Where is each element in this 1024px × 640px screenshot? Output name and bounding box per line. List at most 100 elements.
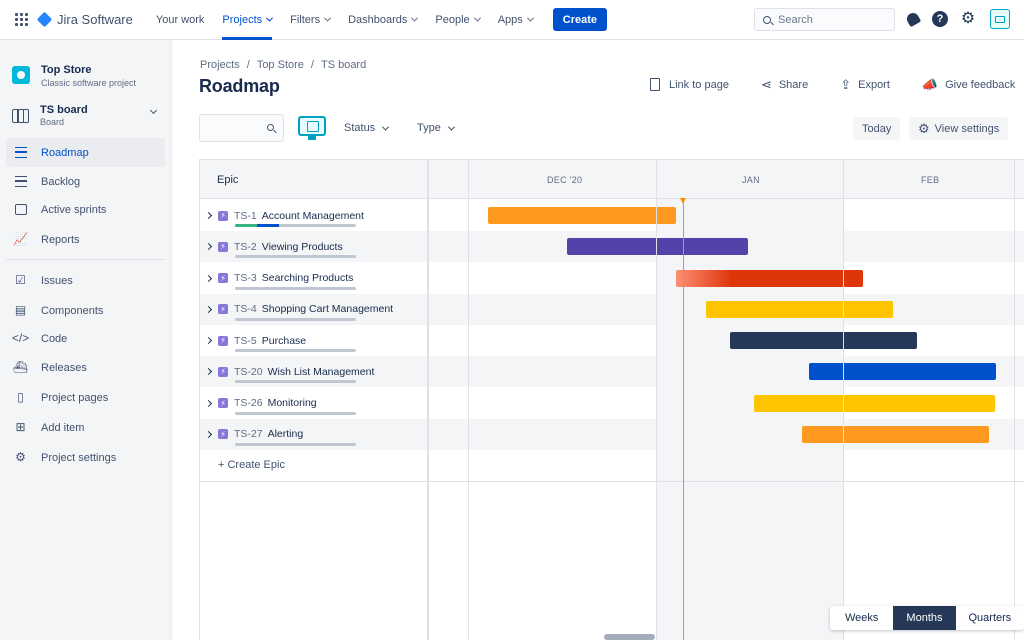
sidebar-item-components[interactable]: ▤ Components bbox=[6, 296, 165, 325]
type-filter-dropdown[interactable]: Type bbox=[417, 122, 455, 134]
sidebar-item-reports[interactable]: 📈 Reports bbox=[6, 225, 165, 254]
board-switcher[interactable]: TS board Board bbox=[12, 104, 162, 127]
chevron-right-icon[interactable] bbox=[204, 274, 213, 282]
chevron-right-icon[interactable] bbox=[204, 305, 213, 313]
give-feedback-button[interactable]: 📣 Give feedback bbox=[922, 78, 1016, 91]
chevron-down-icon bbox=[411, 14, 419, 22]
sidebar-item-roadmap[interactable]: Roadmap bbox=[6, 138, 165, 167]
epic-name[interactable]: Account Management bbox=[261, 209, 364, 222]
horizontal-scrollbar[interactable] bbox=[604, 634, 655, 640]
epic-timeline-bar[interactable] bbox=[488, 207, 676, 224]
zoom-weeks-button[interactable]: Weeks bbox=[845, 612, 879, 624]
primary-nav: Your work Projects Filters Dashboards Pe… bbox=[147, 0, 608, 40]
sidebar-item-issues[interactable]: ☑ Issues bbox=[6, 266, 165, 295]
epic-key[interactable]: TS-27 bbox=[234, 428, 263, 441]
epic-row[interactable]: ⚡ TS-3 Searching Products bbox=[200, 263, 1024, 294]
nav-your-work[interactable]: Your work bbox=[147, 0, 214, 40]
top-navigation: Jira Software Your work Projects Filters… bbox=[0, 0, 1024, 40]
epic-row[interactable]: ⚡ TS-26 Monitoring bbox=[200, 388, 1024, 419]
nav-dashboards[interactable]: Dashboards bbox=[339, 0, 426, 40]
sidebar-item-releases[interactable]: ⛴ Releases bbox=[6, 353, 165, 382]
sidebar-item-backlog[interactable]: Backlog bbox=[6, 167, 165, 196]
nav-projects[interactable]: Projects bbox=[213, 0, 281, 40]
app-switcher-icon[interactable] bbox=[15, 12, 29, 27]
epic-key[interactable]: TS-5 bbox=[234, 334, 257, 347]
chevron-right-icon[interactable] bbox=[204, 211, 213, 220]
epic-row[interactable]: ⚡ TS-27 Alerting bbox=[200, 418, 1024, 450]
global-search-input[interactable]: Search bbox=[754, 8, 895, 31]
epic-name[interactable]: Wish List Management bbox=[267, 365, 375, 378]
epic-column-header: Epic bbox=[200, 160, 428, 199]
notifications-icon[interactable] bbox=[904, 10, 922, 28]
epic-row[interactable]: ⚡ TS-4 Shopping Cart Management bbox=[200, 293, 1024, 325]
epic-name[interactable]: Shopping Cart Management bbox=[261, 303, 394, 316]
breadcrumb-project[interactable]: Top Store bbox=[256, 59, 304, 71]
board-name: TS board bbox=[40, 104, 88, 116]
epic-row[interactable]: ⚡ TS-2 Viewing Products bbox=[200, 231, 1024, 263]
product-logo[interactable]: Jira Software bbox=[36, 11, 133, 28]
chevron-right-icon[interactable] bbox=[204, 336, 213, 345]
help-icon[interactable]: ? bbox=[932, 11, 948, 27]
create-epic-button[interactable]: + Create Epic bbox=[218, 459, 285, 471]
epic-key[interactable]: TS-26 bbox=[234, 397, 263, 409]
epic-key[interactable]: TS-3 bbox=[234, 272, 257, 284]
sidebar-item-project-settings[interactable]: ⚙ Project settings bbox=[6, 443, 165, 472]
export-button[interactable]: ⇪ Export bbox=[840, 78, 890, 91]
epic-timeline-bar[interactable] bbox=[802, 425, 989, 443]
epic-key[interactable]: TS-1 bbox=[234, 209, 257, 222]
chevron-right-icon[interactable] bbox=[204, 430, 213, 438]
epic-row[interactable]: ⚡ TS-1 Account Management bbox=[200, 200, 1024, 231]
nav-filters[interactable]: Filters bbox=[281, 0, 339, 40]
breadcrumb-projects[interactable]: Projects bbox=[200, 59, 240, 71]
epic-name[interactable]: Searching Products bbox=[261, 272, 354, 284]
epic-timeline-bar[interactable] bbox=[706, 300, 893, 318]
chevron-right-icon[interactable] bbox=[204, 399, 213, 407]
epic-row[interactable]: ⚡ TS-5 Purchase bbox=[200, 325, 1024, 356]
zoom-months-button[interactable]: Months bbox=[893, 606, 956, 630]
epic-timeline-bar[interactable] bbox=[809, 363, 996, 381]
sidebar-item-code[interactable]: </> Code bbox=[6, 324, 165, 353]
nav-apps-label: Apps bbox=[497, 13, 523, 26]
link-to-page-button[interactable]: Link to page bbox=[650, 78, 729, 91]
chevron-right-icon[interactable] bbox=[204, 243, 213, 251]
sidebar-item-project-pages[interactable]: ▯ Project pages bbox=[6, 383, 165, 412]
epic-key[interactable]: TS-4 bbox=[234, 303, 257, 316]
sidebar-item-label: Roadmap bbox=[41, 146, 89, 159]
epic-row[interactable]: ⚡ TS-20 Wish List Management bbox=[200, 356, 1024, 388]
search-icon bbox=[763, 15, 771, 24]
status-filter-dropdown[interactable]: Status bbox=[344, 122, 390, 134]
epic-timeline-bar[interactable] bbox=[730, 332, 917, 349]
nav-people[interactable]: People bbox=[426, 0, 488, 40]
sidebar-item-active-sprints[interactable]: Active sprints bbox=[6, 195, 165, 224]
chevron-down-icon bbox=[473, 14, 481, 22]
create-button[interactable]: Create bbox=[552, 8, 608, 31]
epic-column-border[interactable] bbox=[427, 160, 429, 640]
profile-avatar[interactable] bbox=[990, 9, 1010, 29]
today-button[interactable]: Today bbox=[853, 117, 901, 140]
epic-timeline-bar[interactable] bbox=[676, 269, 863, 287]
epic-timeline-bar[interactable] bbox=[567, 238, 748, 256]
project-type: Classic software project bbox=[41, 78, 137, 88]
epic-icon: ⚡ bbox=[218, 210, 228, 221]
view-settings-button[interactable]: ⚙ View settings bbox=[909, 117, 1009, 140]
epic-key[interactable]: TS-20 bbox=[234, 365, 263, 378]
assignee-filter-avatar[interactable] bbox=[298, 114, 326, 142]
epic-timeline-bar[interactable] bbox=[754, 394, 995, 412]
month-label-jan: JAN bbox=[742, 175, 760, 185]
share-button[interactable]: ⋖ Share bbox=[761, 78, 808, 91]
epic-key[interactable]: TS-2 bbox=[234, 240, 257, 253]
page-icon bbox=[650, 78, 660, 91]
project-header[interactable]: Top Store Classic software project bbox=[12, 64, 136, 88]
roadmap-search-input[interactable] bbox=[199, 114, 284, 142]
zoom-quarters-button[interactable]: Quarters bbox=[968, 612, 1012, 624]
epic-progress-bar bbox=[235, 411, 356, 415]
epic-name[interactable]: Monitoring bbox=[267, 397, 317, 409]
breadcrumb-board[interactable]: TS board bbox=[320, 59, 367, 71]
settings-icon[interactable]: ⚙ bbox=[960, 10, 976, 27]
epic-name[interactable]: Viewing Products bbox=[261, 240, 343, 253]
nav-apps[interactable]: Apps bbox=[489, 0, 542, 40]
chevron-right-icon[interactable] bbox=[204, 368, 213, 376]
epic-name[interactable]: Purchase bbox=[261, 334, 307, 347]
sidebar-item-add-item[interactable]: ⊞ Add item bbox=[6, 413, 165, 442]
epic-name[interactable]: Alerting bbox=[267, 428, 304, 441]
